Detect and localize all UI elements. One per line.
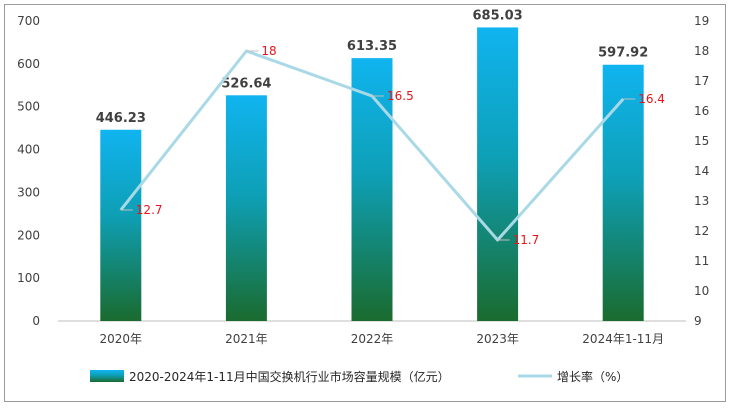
- left-y-axis: 0 100 200 300 400 500 600 700: [17, 14, 40, 328]
- bar-data-label: 597.92: [598, 46, 648, 61]
- legend-bar-swatch: [90, 370, 124, 382]
- right-axis-tick: 16: [694, 104, 709, 118]
- legend-bar-label: 2020-2024年1-11月中国交换机行业市场容量规模（亿元）: [129, 369, 450, 384]
- bar-data-label: 613.35: [347, 39, 397, 54]
- bar-data-label: 446.23: [96, 111, 146, 126]
- right-axis-tick: 17: [694, 74, 709, 88]
- left-axis-tick: 100: [17, 271, 40, 285]
- bar-data-label: 526.64: [221, 76, 271, 91]
- bar: [602, 64, 644, 322]
- x-axis-category-label: 2024年1-11月: [582, 332, 664, 346]
- right-axis-tick: 18: [694, 44, 709, 58]
- line-data-label: 16.4: [638, 92, 665, 106]
- left-axis-tick: 400: [17, 143, 40, 157]
- x-axis-category-label: 2020年: [100, 332, 143, 346]
- bar: [225, 95, 267, 321]
- right-y-axis: 9 10 11 12 13 14 15 16 17 18 19: [694, 14, 709, 328]
- x-axis-category-label: 2023年: [476, 332, 519, 346]
- line-data-label: 12.7: [136, 203, 163, 217]
- bar-data-label: 685.03: [473, 8, 523, 23]
- bar-series: 446.23 526.64 613.35 685.03 597.92: [96, 8, 648, 322]
- line-data-label: 16.5: [387, 89, 414, 103]
- right-axis-tick: 19: [694, 14, 709, 28]
- left-axis-tick: 700: [17, 14, 40, 28]
- left-axis-tick: 0: [32, 314, 40, 328]
- right-axis-tick: 12: [694, 224, 709, 238]
- line-data-label: 18: [261, 44, 276, 58]
- right-axis-tick: 11: [694, 254, 709, 268]
- x-axis-category-label: 2022年: [351, 332, 394, 346]
- right-axis-tick: 14: [694, 164, 709, 178]
- legend-line-label: 增长率（%）: [557, 369, 628, 384]
- line-series: 12.7 18 16.5 11.7 16.4: [119, 44, 665, 247]
- x-axis-categories: 2020年 2021年 2022年 2023年 2024年1-11月: [100, 332, 665, 346]
- left-axis-tick: 500: [17, 100, 40, 114]
- x-axis-category-label: 2021年: [225, 332, 268, 346]
- left-axis-tick: 200: [17, 228, 40, 242]
- right-axis-tick: 9: [694, 314, 702, 328]
- bar: [351, 58, 393, 322]
- right-axis-tick: 15: [694, 134, 709, 148]
- line-data-label: 11.7: [513, 233, 540, 247]
- left-axis-tick: 600: [17, 57, 40, 71]
- legend: 2020-2024年1-11月中国交换机行业市场容量规模（亿元） 增长率（%）: [90, 369, 628, 384]
- left-axis-tick: 300: [17, 185, 40, 199]
- bar: [477, 27, 519, 322]
- right-axis-tick: 10: [694, 284, 709, 298]
- bar: [100, 129, 142, 321]
- right-axis-tick: 13: [694, 194, 709, 208]
